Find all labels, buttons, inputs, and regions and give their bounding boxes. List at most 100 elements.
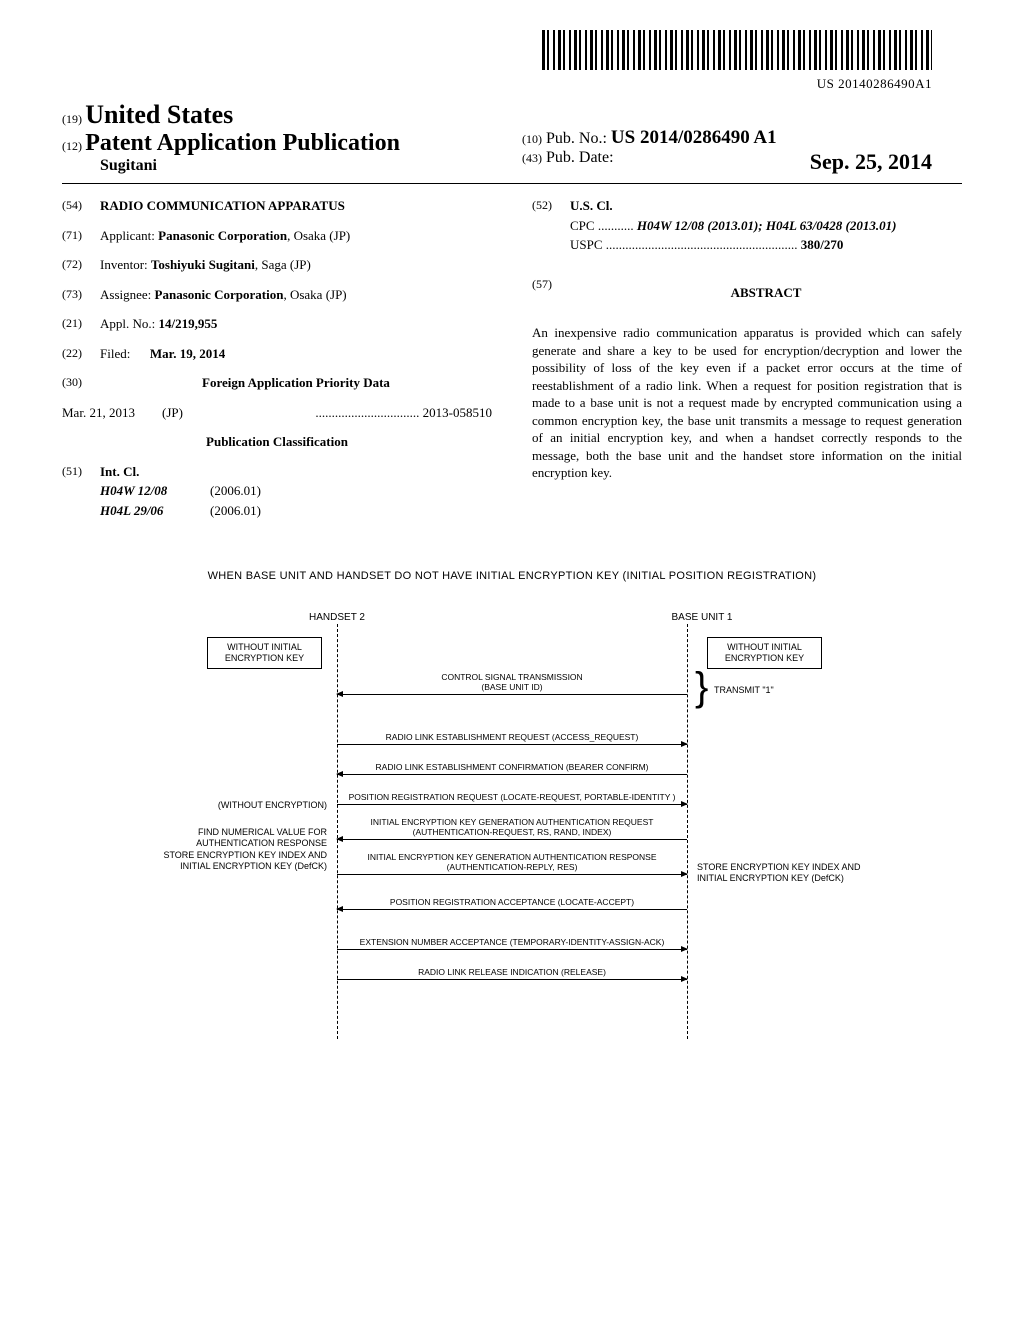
field-num: (21)	[62, 314, 100, 334]
assignee-name: Panasonic Corporation	[155, 287, 284, 302]
code-10: (10)	[522, 132, 542, 146]
foreign-priority-heading: Foreign Application Priority Data	[100, 373, 492, 393]
right-note-1: STORE ENCRYPTION KEY INDEX AND INITIAL E…	[697, 862, 897, 885]
figure: WHEN BASE UNIT AND HANDSET DO NOT HAVE I…	[62, 570, 962, 1042]
msg-4: INITIAL ENCRYPTION KEY GENERATION AUTHEN…	[337, 817, 687, 840]
field-71: (71) Applicant: Panasonic Corporation, O…	[62, 226, 492, 246]
field-num: (52)	[532, 196, 570, 255]
field-num: (22)	[62, 344, 100, 364]
field-54: (54) RADIO COMMUNICATION APPARATUS	[62, 196, 492, 216]
field-21: (21) Appl. No.: 14/219,955	[62, 314, 492, 334]
msg-text: POSITION REGISTRATION REQUEST (LOCATE-RE…	[349, 792, 676, 802]
field-57: (57) ABSTRACT	[532, 275, 962, 315]
left-note-1: (WITHOUT ENCRYPTION)	[132, 800, 327, 811]
right-column: (52) U.S. Cl. CPC ........... H04W 12/08…	[532, 196, 962, 530]
cpc-val: H04W 12/08 (2013.01); H04L 63/0428 (2013…	[637, 218, 897, 233]
field-52: (52) U.S. Cl. CPC ........... H04W 12/08…	[532, 196, 962, 255]
msg-7: EXTENSION NUMBER ACCEPTANCE (TEMPORARY-I…	[337, 937, 687, 950]
barcode-graphic	[542, 30, 932, 70]
applno-val: 14/219,955	[159, 316, 218, 331]
filed-label: Filed:	[100, 346, 130, 361]
header-right: (10) Pub. No.: US 2014/0286490 A1 (43) P…	[502, 127, 962, 175]
invention-title: RADIO COMMUNICATION APPARATUS	[100, 196, 492, 216]
base-state-box: WITHOUT INITIAL ENCRYPTION KEY	[707, 637, 822, 669]
msg-text: INITIAL ENCRYPTION KEY GENERATION AUTHEN…	[371, 817, 654, 837]
code-43: (43)	[522, 151, 542, 165]
uscl-label: U.S. Cl.	[570, 196, 962, 216]
field-51: (51) Int. Cl. H04W 12/08 (2006.01) H04L …	[62, 462, 492, 521]
field-30: (30) Foreign Application Priority Data	[62, 373, 492, 393]
msg-8: RADIO LINK RELEASE INDICATION (RELEASE)	[337, 967, 687, 980]
intcl-code-1: H04W 12/08	[100, 481, 210, 501]
foreign-priority-row: Mar. 21, 2013 (JP) .....................…	[62, 403, 492, 423]
field-num: (73)	[62, 285, 100, 305]
msg-0: CONTROL SIGNAL TRANSMISSION (BASE UNIT I…	[337, 672, 687, 695]
msg-text: INITIAL ENCRYPTION KEY GENERATION AUTHEN…	[367, 852, 656, 872]
barcode-region: US 20140286490A1	[62, 30, 962, 92]
msg-1: RADIO LINK ESTABLISHMENT REQUEST (ACCESS…	[337, 732, 687, 745]
field-num: (72)	[62, 255, 100, 275]
priority-date: Mar. 21, 2013	[62, 403, 162, 423]
field-num: (57)	[532, 275, 570, 315]
field-num: (54)	[62, 196, 100, 216]
assignee-label: Assignee:	[100, 287, 151, 302]
field-72: (72) Inventor: Toshiyuki Sugitani, Saga …	[62, 255, 492, 275]
sequence-diagram: HANDSET 2 BASE UNIT 1 WITHOUT INITIAL EN…	[132, 612, 892, 1042]
author-name: Sugitani	[62, 157, 502, 175]
msg-text: RADIO LINK ESTABLISHMENT REQUEST (ACCESS…	[386, 732, 639, 742]
pub-no: US 2014/0286490 A1	[611, 127, 777, 148]
filed-val: Mar. 19, 2014	[150, 346, 225, 361]
code-19: (19)	[62, 112, 82, 126]
pub-date-label: Pub. Date:	[546, 149, 614, 166]
msg-text: RADIO LINK RELEASE INDICATION (RELEASE)	[418, 967, 606, 977]
msg-6: POSITION REGISTRATION ACCEPTANCE (LOCATE…	[337, 897, 687, 910]
base-unit-label: BASE UNIT 1	[662, 612, 742, 623]
intcl-ver-2: (2006.01)	[210, 501, 261, 521]
priority-country: (JP)	[162, 403, 202, 423]
assignee-loc: , Osaka (JP)	[283, 287, 346, 302]
field-73: (73) Assignee: Panasonic Corporation, Os…	[62, 285, 492, 305]
applicant-label: Applicant:	[100, 228, 155, 243]
msg-5: INITIAL ENCRYPTION KEY GENERATION AUTHEN…	[337, 852, 687, 875]
field-num: (30)	[62, 373, 100, 393]
header-left: (19) United States (12) Patent Applicati…	[62, 100, 502, 175]
intcl-label: Int. Cl.	[100, 462, 492, 482]
pub-date: Sep. 25, 2014	[810, 149, 962, 175]
uspc-label: USPC	[570, 237, 603, 252]
pub-classification-heading: Publication Classification	[62, 432, 492, 452]
intcl-code-2: H04L 29/06	[100, 501, 210, 521]
msg-text: CONTROL SIGNAL TRANSMISSION (BASE UNIT I…	[441, 672, 582, 692]
pub-no-label: Pub. No.:	[546, 130, 607, 147]
patent-page: US 20140286490A1 (19) United States (12)…	[0, 0, 1024, 1042]
left-column: (54) RADIO COMMUNICATION APPARATUS (71) …	[62, 196, 492, 530]
handset-label: HANDSET 2	[292, 612, 382, 623]
figure-title: WHEN BASE UNIT AND HANDSET DO NOT HAVE I…	[62, 570, 962, 582]
abstract-heading: ABSTRACT	[570, 283, 962, 303]
barcode-number: US 20140286490A1	[62, 76, 932, 92]
transmit-note: TRANSMIT "1"	[714, 685, 774, 696]
field-22: (22) Filed: Mar. 19, 2014	[62, 344, 492, 364]
field-num: (71)	[62, 226, 100, 246]
msg-text: EXTENSION NUMBER ACCEPTANCE (TEMPORARY-I…	[360, 937, 665, 947]
msg-2: RADIO LINK ESTABLISHMENT CONFIRMATION (B…	[337, 762, 687, 775]
bibliographic-columns: (54) RADIO COMMUNICATION APPARATUS (71) …	[62, 196, 962, 530]
priority-appnum: 2013-058510	[423, 405, 492, 420]
divider	[62, 183, 962, 184]
applicant-loc: , Osaka (JP)	[287, 228, 350, 243]
msg-text: POSITION REGISTRATION ACCEPTANCE (LOCATE…	[390, 897, 634, 907]
handset-state-box: WITHOUT INITIAL ENCRYPTION KEY	[207, 637, 322, 669]
applno-label: Appl. No.:	[100, 316, 155, 331]
intcl-ver-1: (2006.01)	[210, 481, 261, 501]
abstract-text: An inexpensive radio communication appar…	[532, 324, 962, 482]
msg-3: POSITION REGISTRATION REQUEST (LOCATE-RE…	[337, 792, 687, 805]
inventor-name: Toshiyuki Sugitani	[151, 257, 255, 272]
country: United States	[85, 100, 233, 129]
publication-type: Patent Application Publication	[85, 130, 400, 156]
brace-icon: }	[695, 667, 708, 707]
left-note-2: FIND NUMERICAL VALUE FOR AUTHENTICATION …	[132, 827, 327, 872]
msg-text: RADIO LINK ESTABLISHMENT CONFIRMATION (B…	[376, 762, 649, 772]
inventor-label: Inventor:	[100, 257, 148, 272]
field-num: (51)	[62, 462, 100, 521]
code-12: (12)	[62, 139, 82, 153]
uspc-val: 380/270	[801, 237, 844, 252]
